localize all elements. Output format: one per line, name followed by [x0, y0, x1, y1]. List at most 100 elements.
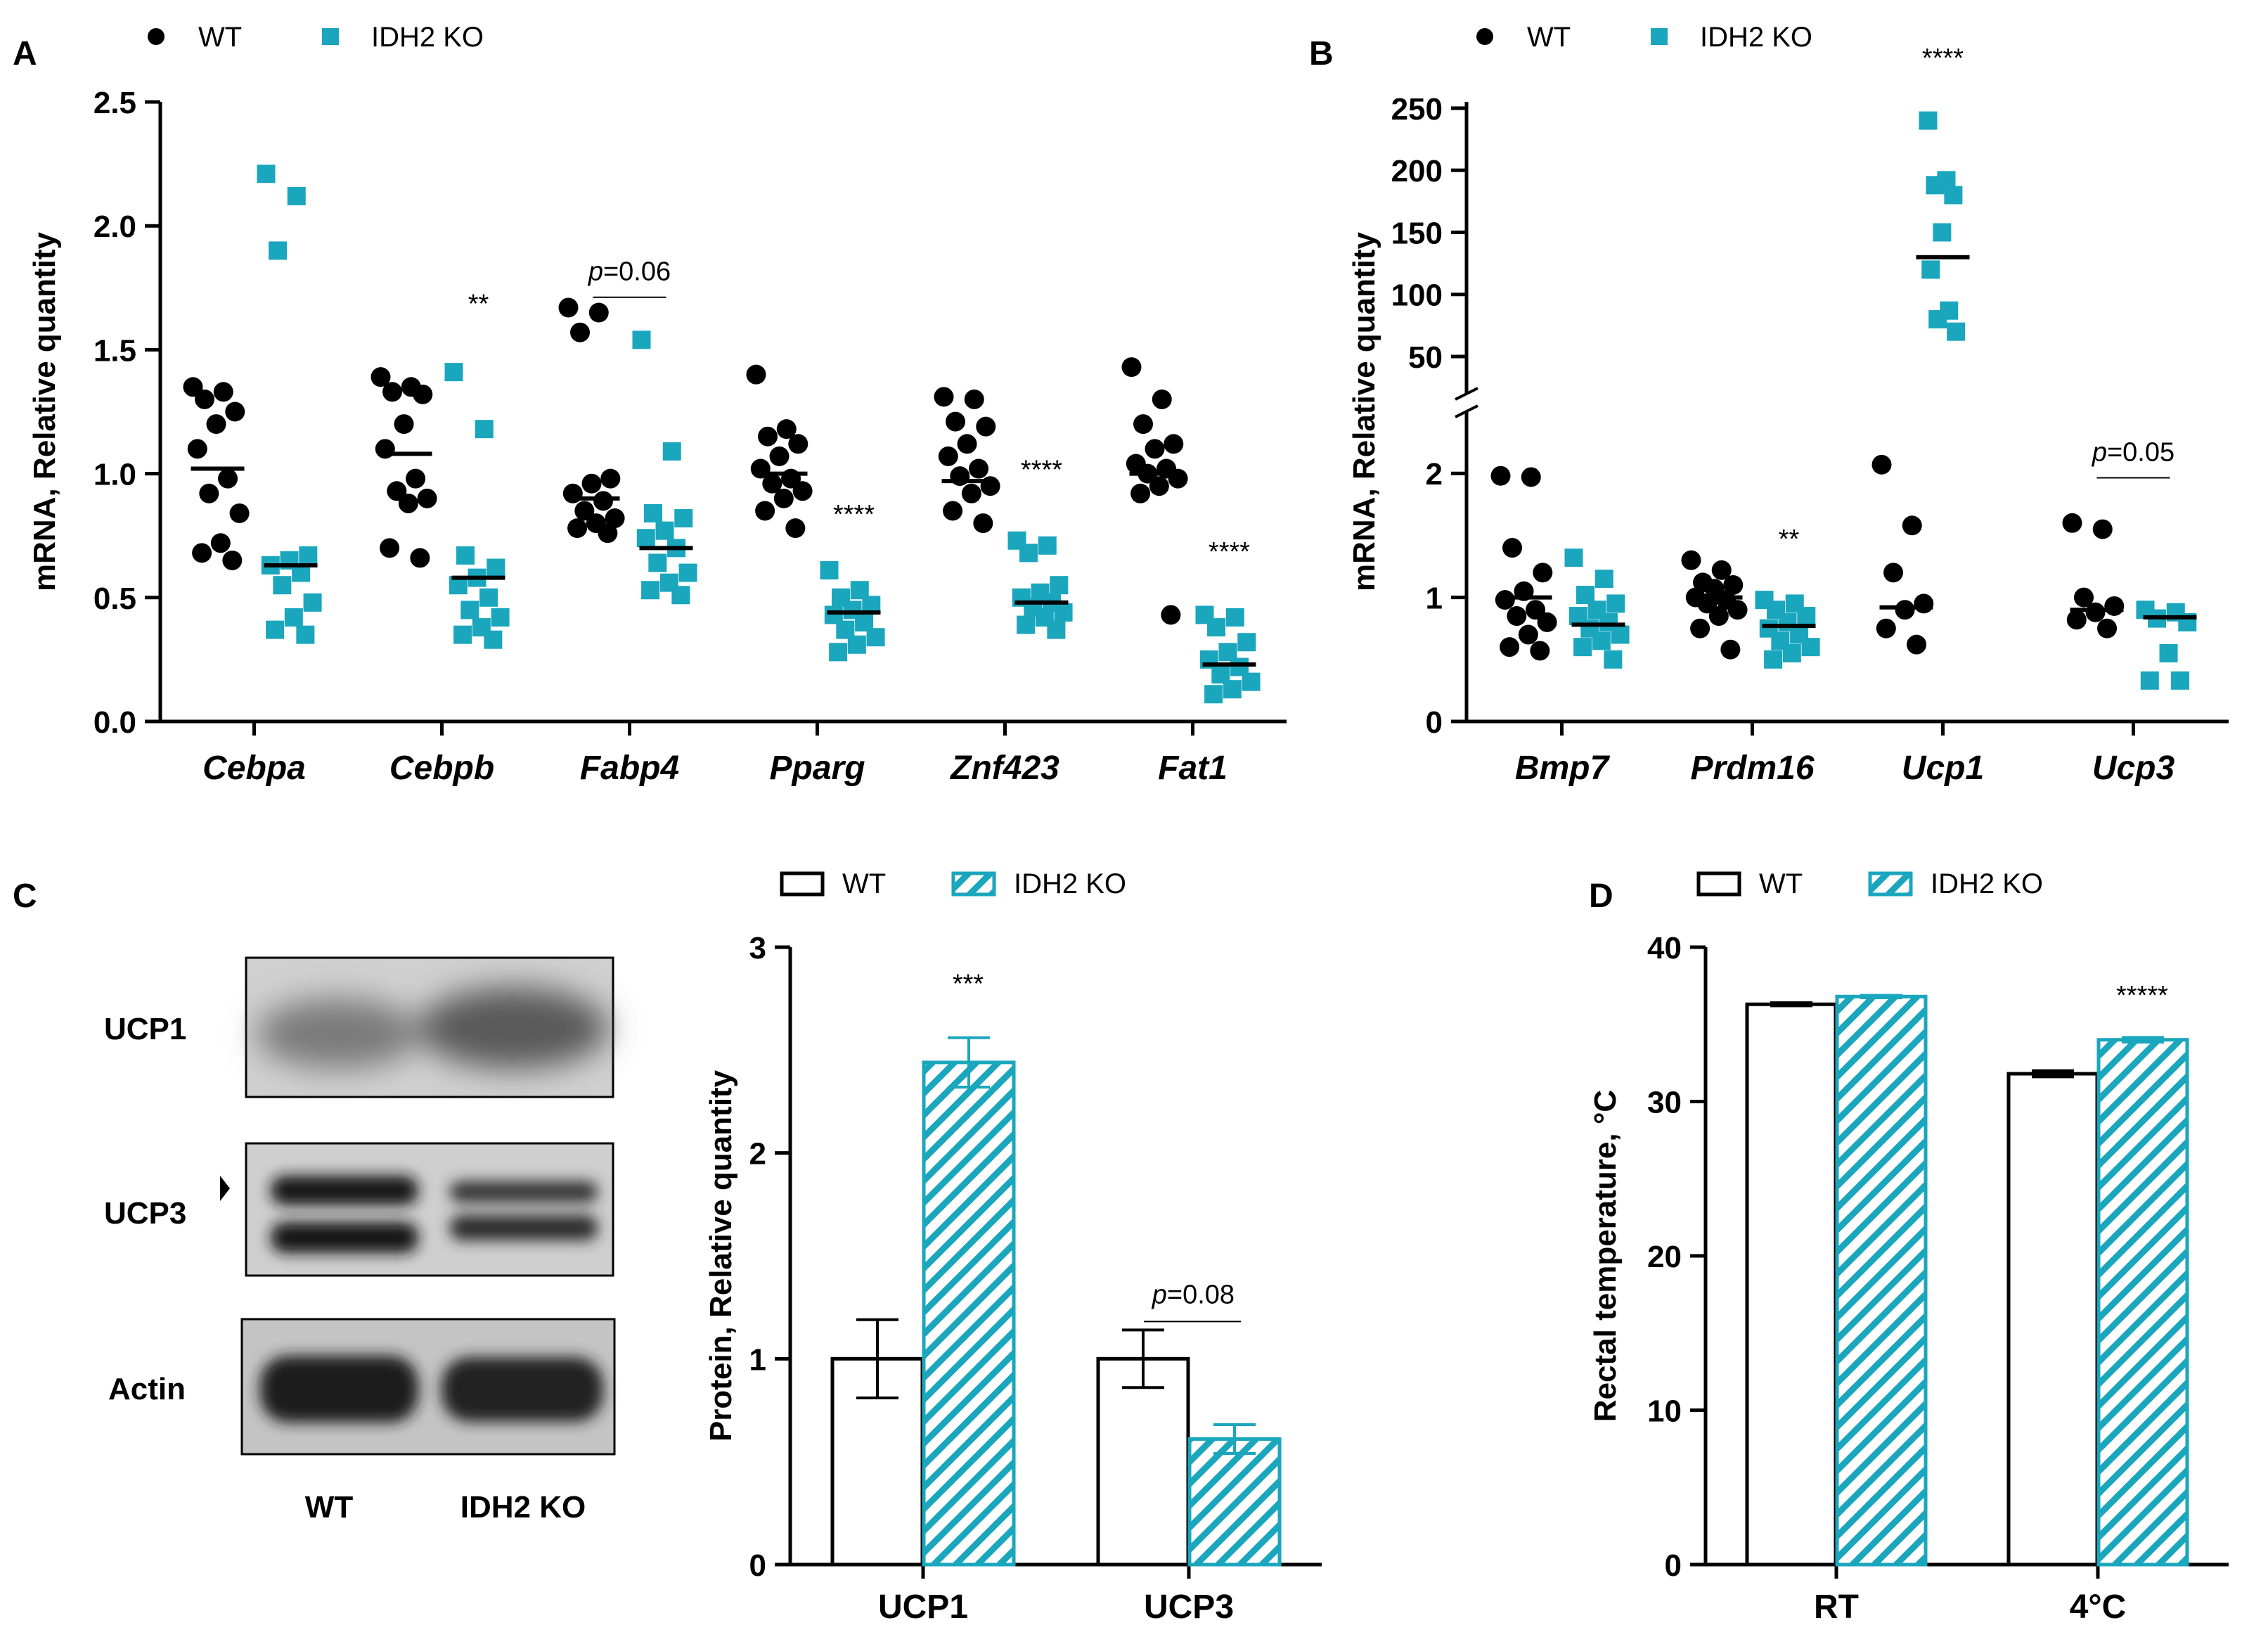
chart-a-ko-point [284, 608, 303, 627]
chart-a-y-axis-label: mRNA, Relative quantity [27, 231, 62, 591]
legend-d-wt-label: WT [1759, 868, 1803, 899]
chart-b-ko-point [2140, 671, 2159, 690]
chart-d-x-tick-label: RT [1814, 1588, 1859, 1626]
chart-b-y-tick-label: 100 [1391, 278, 1443, 313]
chart-b-y-tick-label: 200 [1391, 154, 1443, 188]
chart-b-x-tick-label: Ucp1 [1902, 750, 1984, 787]
blot-actin-bands [260, 1356, 603, 1423]
blot-ucp1-bands [257, 987, 608, 1069]
chart-a-ko-point [303, 593, 322, 612]
chart-a-wt-point [1121, 357, 1142, 378]
chart-d-bar-wt [1745, 1002, 1838, 1567]
chart-a-wt-point [788, 434, 808, 454]
chart-b-wt-point [1690, 618, 1710, 638]
chart-b-ko-point [1926, 176, 1945, 195]
chart-a-wt-point [961, 483, 981, 503]
chart-a-ko-point [299, 546, 318, 565]
legend-a-wt-marker [148, 28, 165, 45]
chart-a-wt-point [225, 402, 245, 422]
legend-c-wt-label: WT [842, 868, 886, 899]
chart-a-wt-point [769, 446, 790, 466]
chart-a-wt-point [969, 458, 989, 479]
chart-b-significance-label: p=0.05 [2092, 438, 2174, 468]
legend-c-ko-swatch [951, 871, 996, 897]
chart-a-significance-label: p=0.06 [588, 257, 671, 287]
chart-b-wt-point [1727, 600, 1748, 620]
legend-b: WT IDH2 KO [1476, 22, 1812, 53]
chart-c-bar-idh2-ko [1187, 1437, 1282, 1567]
chart-b-wt-point [1533, 563, 1553, 583]
chart-c-y-tick-label: 0 [749, 1548, 766, 1583]
chart-a-wt-point [598, 523, 618, 544]
chart-a-ko-point [1207, 618, 1226, 637]
chart-a-ko-point [475, 420, 494, 439]
chart-a-wt-point [934, 387, 954, 407]
chart-d-y-tick-label: 20 [1647, 1240, 1682, 1274]
chart-a-x-tick-label: Pparg [769, 750, 865, 787]
blot-label-ucp3: UCP3 [104, 1196, 186, 1231]
legend-d: WT IDH2 KO [1696, 868, 2043, 899]
chart-a-y-tick-label: 2.5 [94, 86, 136, 120]
chart-b-x-tick-label: Bmp7 [1515, 750, 1611, 787]
chart-c-significance-label: *** [953, 969, 984, 999]
chart-a-x-tick-label: Fabp4 [580, 750, 679, 787]
chart-a-x-tick-label: Znf423 [949, 750, 1059, 787]
blot-ucp1-ko-band [418, 987, 608, 1069]
chart-a-wt-point [1145, 439, 1165, 459]
blot-lane-ko: IDH2 KO [460, 1490, 586, 1524]
chart-b-x-tick-label: Prdm16 [1690, 750, 1814, 787]
chart-a-wt-point [1133, 414, 1154, 435]
chart-b-ko-point [1797, 607, 1816, 626]
blot-ucp3-ko-upper [450, 1181, 598, 1202]
chart-b-ko-point [2171, 671, 2190, 690]
chart-a-ko-point [632, 330, 651, 349]
chart-a-ko-point [641, 581, 660, 600]
chart-b-wt-point [1490, 466, 1511, 486]
chart-a-wt-point [600, 468, 621, 489]
legend-c-ko-label: IDH2 KO [1014, 868, 1126, 899]
chart-d-y-tick-label: 30 [1647, 1086, 1682, 1120]
chart-a-wt-point [195, 389, 215, 409]
blot-label-actin: Actin [108, 1372, 186, 1406]
legend-d-wt-swatch [1696, 871, 1741, 897]
chart-c-y-axis-label: Protein, Relative quantity [704, 1070, 738, 1442]
chart-b-ko-point [1604, 650, 1623, 669]
blot-ucp1-wt-band [257, 999, 418, 1069]
chart-a-wt-point [785, 518, 806, 539]
chart-b-wt-point [2092, 519, 2113, 539]
chart-b-ko-point [1606, 594, 1625, 613]
chart-a-significance-label: ** [468, 290, 489, 319]
chart-a-wt-point [746, 364, 766, 385]
chart-a-ko-point [1225, 608, 1244, 627]
chart-a-ko-point [829, 643, 848, 662]
chart-b-plot: 50 100 150 200 250 0 1 2 mRNA, Relative quantity… [1347, 44, 2229, 787]
chart-a-ko-point [1223, 680, 1242, 699]
chart-b-wt-point [1502, 538, 1523, 558]
chart-d-y-tick-label: 0 [1665, 1548, 1682, 1583]
chart-a-ko-point [648, 553, 667, 572]
chart-a-ko-point [273, 576, 292, 595]
chart-b-wt-point [1500, 637, 1520, 657]
chart-a-wt-point [588, 302, 609, 323]
chart-b-wt-point [1907, 634, 1927, 655]
legend-b-ko-label: IDH2 KO [1700, 22, 1812, 53]
chart-b-wt-point [1530, 641, 1550, 661]
chart-b-ko-point [1933, 223, 1952, 242]
chart-a-wt-point [581, 473, 602, 494]
chart-a-wt-point [410, 548, 430, 568]
chart-c-plot: 0 1 2 3 Protein, Relative quantity UCP1 UCP3 **… [704, 931, 1322, 1626]
chart-a-x-tick-label: Cebpa [202, 750, 306, 787]
chart-a-wt-point [1164, 434, 1184, 454]
chart-a-wt-point [406, 468, 426, 489]
chart-a-ko-point [1019, 544, 1038, 563]
chart-a-ko-point [257, 165, 276, 184]
chart-b-wt-point [1876, 618, 1896, 638]
chart-a-plot: 0.0 0.5 1.0 1.5 2.0 2.5 mRNA, Relative quantit… [27, 86, 1287, 787]
chart-a-wt-point [567, 518, 588, 539]
legend-c: WT IDH2 KO [780, 868, 1126, 899]
chart-a-ko-point [287, 186, 306, 205]
chart-b-wt-point [1914, 593, 1934, 614]
chart-a-wt-point [387, 481, 407, 501]
legend-a-ko-label: IDH2 KO [371, 22, 484, 53]
chart-a-wt-point [1130, 483, 1151, 503]
